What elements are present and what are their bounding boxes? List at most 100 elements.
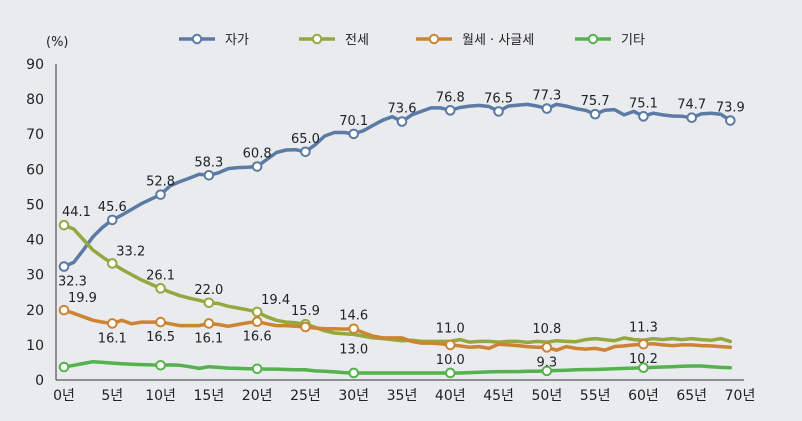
data-point-marker xyxy=(155,283,166,294)
data-label: 65.0 xyxy=(291,132,320,147)
data-label: 11.3 xyxy=(629,320,658,335)
data-point-marker xyxy=(541,103,553,114)
data-point-marker xyxy=(348,128,360,140)
x-tick-label: 50년 xyxy=(532,388,563,404)
data-point-marker xyxy=(589,108,601,120)
axes: 0 10 20 30 40 50 60 70 80 90 0년 5년 10년 15년 20년 25년 30년 35… xyxy=(26,57,755,404)
data-label: 76.8 xyxy=(436,90,465,105)
data-label: 11.0 xyxy=(436,321,465,336)
data-point-marker xyxy=(251,306,263,318)
data-point-marker xyxy=(686,112,698,124)
data-label: 26.1 xyxy=(146,268,175,283)
data-point-marker xyxy=(444,339,456,351)
series-line xyxy=(62,223,733,345)
x-tick-label: 65년 xyxy=(676,388,707,404)
x-tick-label: 30년 xyxy=(338,388,369,404)
y-tick-label: 90 xyxy=(26,57,44,73)
data-point-marker xyxy=(541,342,553,353)
data-point-marker xyxy=(300,146,311,158)
data-point-marker xyxy=(300,321,311,333)
data-label: 19.9 xyxy=(68,291,97,306)
data-label: 45.6 xyxy=(98,200,127,215)
data-label: 74.7 xyxy=(677,98,706,113)
x-tick-label: 60년 xyxy=(628,388,659,404)
data-point-marker xyxy=(725,115,736,126)
y-tick-label: 60 xyxy=(26,162,44,178)
data-point-marker xyxy=(58,304,70,316)
data-point-marker xyxy=(251,161,263,172)
data-label: 52.8 xyxy=(146,175,175,190)
y-unit-label: (%) xyxy=(46,35,69,50)
x-tick-label: 35년 xyxy=(387,388,418,404)
data-point-marker xyxy=(203,318,215,329)
x-tick-label: 5년 xyxy=(101,388,123,404)
series-line xyxy=(62,308,733,352)
data-label: 13.0 xyxy=(339,342,368,357)
data-label: 73.9 xyxy=(716,101,745,116)
data-point-marker xyxy=(396,116,408,127)
x-tick-label: 0년 xyxy=(53,388,75,404)
data-label: 16.1 xyxy=(194,331,223,346)
x-tick-label: 70년 xyxy=(725,388,756,404)
data-label: 10.2 xyxy=(629,352,658,367)
data-point-marker xyxy=(106,258,118,269)
y-tick-label: 50 xyxy=(26,197,44,213)
series-lines xyxy=(62,102,733,375)
data-label: 10.0 xyxy=(436,353,465,368)
data-point-marker xyxy=(444,367,456,379)
data-label: 22.0 xyxy=(194,283,223,298)
y-tick-label: 30 xyxy=(26,268,44,284)
legend-label: 자가 xyxy=(225,33,249,48)
data-labels: 32.3 45.6 52.8 58.3 60.8 65.0 70.1 73.6 76.8 76.5… xyxy=(58,89,745,371)
data-point-marker xyxy=(203,170,215,181)
data-label: 16.5 xyxy=(146,330,175,345)
data-point-marker xyxy=(155,189,166,200)
legend-swatch-marker xyxy=(311,33,323,45)
data-point-marker xyxy=(58,261,70,272)
y-tick-label: 10 xyxy=(26,338,44,354)
data-label: 10.8 xyxy=(532,322,561,337)
data-point-marker xyxy=(155,316,166,328)
data-point-marker xyxy=(251,363,263,375)
x-tick-label: 55년 xyxy=(580,388,611,404)
x-tick-label: 20년 xyxy=(242,388,273,404)
data-point-marker xyxy=(58,219,70,231)
data-label: 75.1 xyxy=(629,96,658,111)
data-label: 15.9 xyxy=(291,304,320,319)
data-point-marker xyxy=(348,323,360,335)
data-point-marker xyxy=(638,338,649,350)
data-label: 32.3 xyxy=(58,275,87,290)
data-point-marker xyxy=(638,111,649,122)
legend-label: 전세 xyxy=(345,33,369,48)
data-label: 73.6 xyxy=(388,102,417,117)
data-label: 9.3 xyxy=(537,355,558,370)
data-point-marker xyxy=(58,361,70,373)
data-point-marker xyxy=(106,214,118,226)
data-point-marker xyxy=(251,316,263,328)
data-label: 19.4 xyxy=(261,293,290,308)
y-tick-label: 40 xyxy=(26,233,44,249)
data-label: 16.1 xyxy=(98,331,127,346)
data-label: 33.2 xyxy=(116,244,145,259)
legend-label: 기타 xyxy=(621,33,645,48)
legend-swatch-marker xyxy=(587,33,599,45)
x-tick-label: 45년 xyxy=(483,388,514,404)
data-label: 75.7 xyxy=(581,94,610,109)
legend: 자가 전세 월세 · 사글세 기타 xyxy=(179,33,645,48)
x-tick-label: 15년 xyxy=(194,388,225,404)
data-label: 58.3 xyxy=(194,155,223,170)
data-point-marker xyxy=(541,365,553,377)
legend-label: 월세 · 사글세 xyxy=(462,33,534,48)
data-point-marker xyxy=(203,297,215,309)
data-point-marker xyxy=(106,318,118,329)
y-tick-label: 20 xyxy=(26,303,44,319)
data-point-marker xyxy=(155,359,166,371)
data-label: 77.3 xyxy=(532,89,561,104)
data-label: 60.8 xyxy=(243,147,272,162)
series-markers xyxy=(58,103,736,379)
x-tick-label: 40년 xyxy=(435,388,466,404)
legend-swatch-marker xyxy=(428,33,440,45)
y-tick-label: 0 xyxy=(35,373,44,389)
x-tick-label: 10년 xyxy=(145,388,176,404)
